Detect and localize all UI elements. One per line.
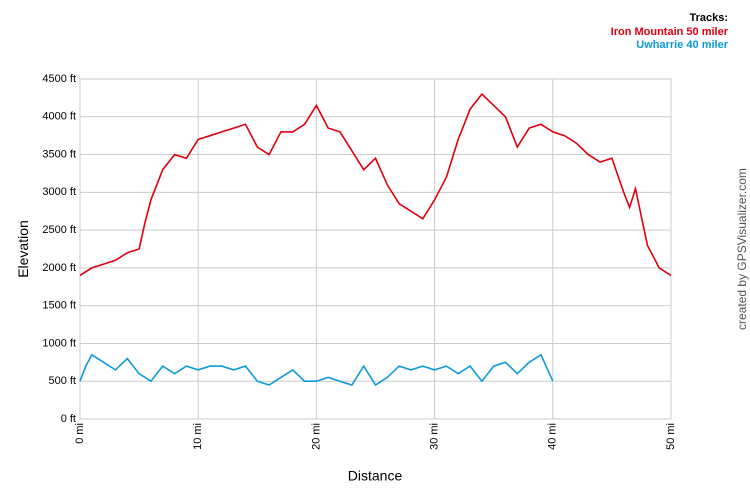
series-line [79,353,554,387]
x-tick-label: 20 mi [310,423,322,450]
y-tick-label: 500 ft [48,375,76,387]
x-tick-label: 50 mi [665,423,677,450]
y-tick-label: 3000 ft [42,186,76,198]
legend-entry: Iron Mountain 50 miler [611,26,729,38]
y-tick-label: 2000 ft [42,262,76,274]
y-tick-label: 4000 ft [42,111,76,123]
y-axis-label: Elevation [15,220,31,278]
x-tick-label: 30 mi [429,423,441,450]
y-tick-label: 2500 ft [42,224,76,236]
x-axis-label: Distance [348,468,403,484]
x-tick-label: 40 mi [547,423,559,450]
x-tick-label: 10 mi [192,423,204,450]
legend-entry: Uwharrie 40 miler [636,39,728,51]
y-tick-label: 1500 ft [42,300,76,312]
x-tick-label: 0 mi [74,423,86,444]
plot-area [79,78,672,420]
credit: created by GPSVisualizer.com [735,168,749,330]
series-line [79,92,672,277]
legend-title: Tracks: [689,12,728,24]
y-tick-label: 1000 ft [42,337,76,349]
y-tick-label: 3500 ft [42,148,76,160]
y-tick-label: 0 ft [61,413,76,425]
y-tick-label: 4500 ft [42,73,76,85]
